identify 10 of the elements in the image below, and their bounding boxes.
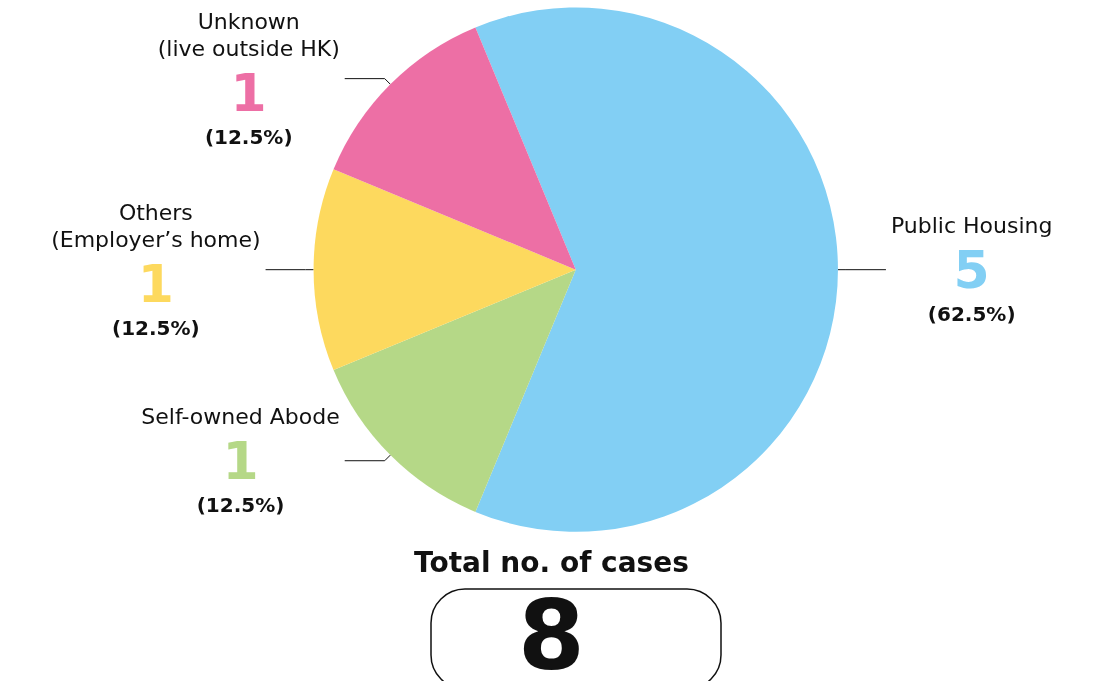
- slice-label: Public Housing: [890, 213, 1053, 239]
- data-label: 5 (62.5%): [927, 240, 1016, 327]
- slice-label: Self-owned Abode: [141, 404, 340, 430]
- text: 8: [518, 580, 585, 681]
- data-label: 1 (12.5%): [112, 253, 200, 340]
- slice-label: Unknown (live outside HK): [157, 8, 340, 61]
- text: Total no. of cases: [414, 545, 689, 579]
- slice-label: Others (Employer’s home): [51, 199, 261, 252]
- data-label: 1 (12.5%): [204, 62, 293, 149]
- data-label: 1 (12.5%): [196, 431, 285, 518]
